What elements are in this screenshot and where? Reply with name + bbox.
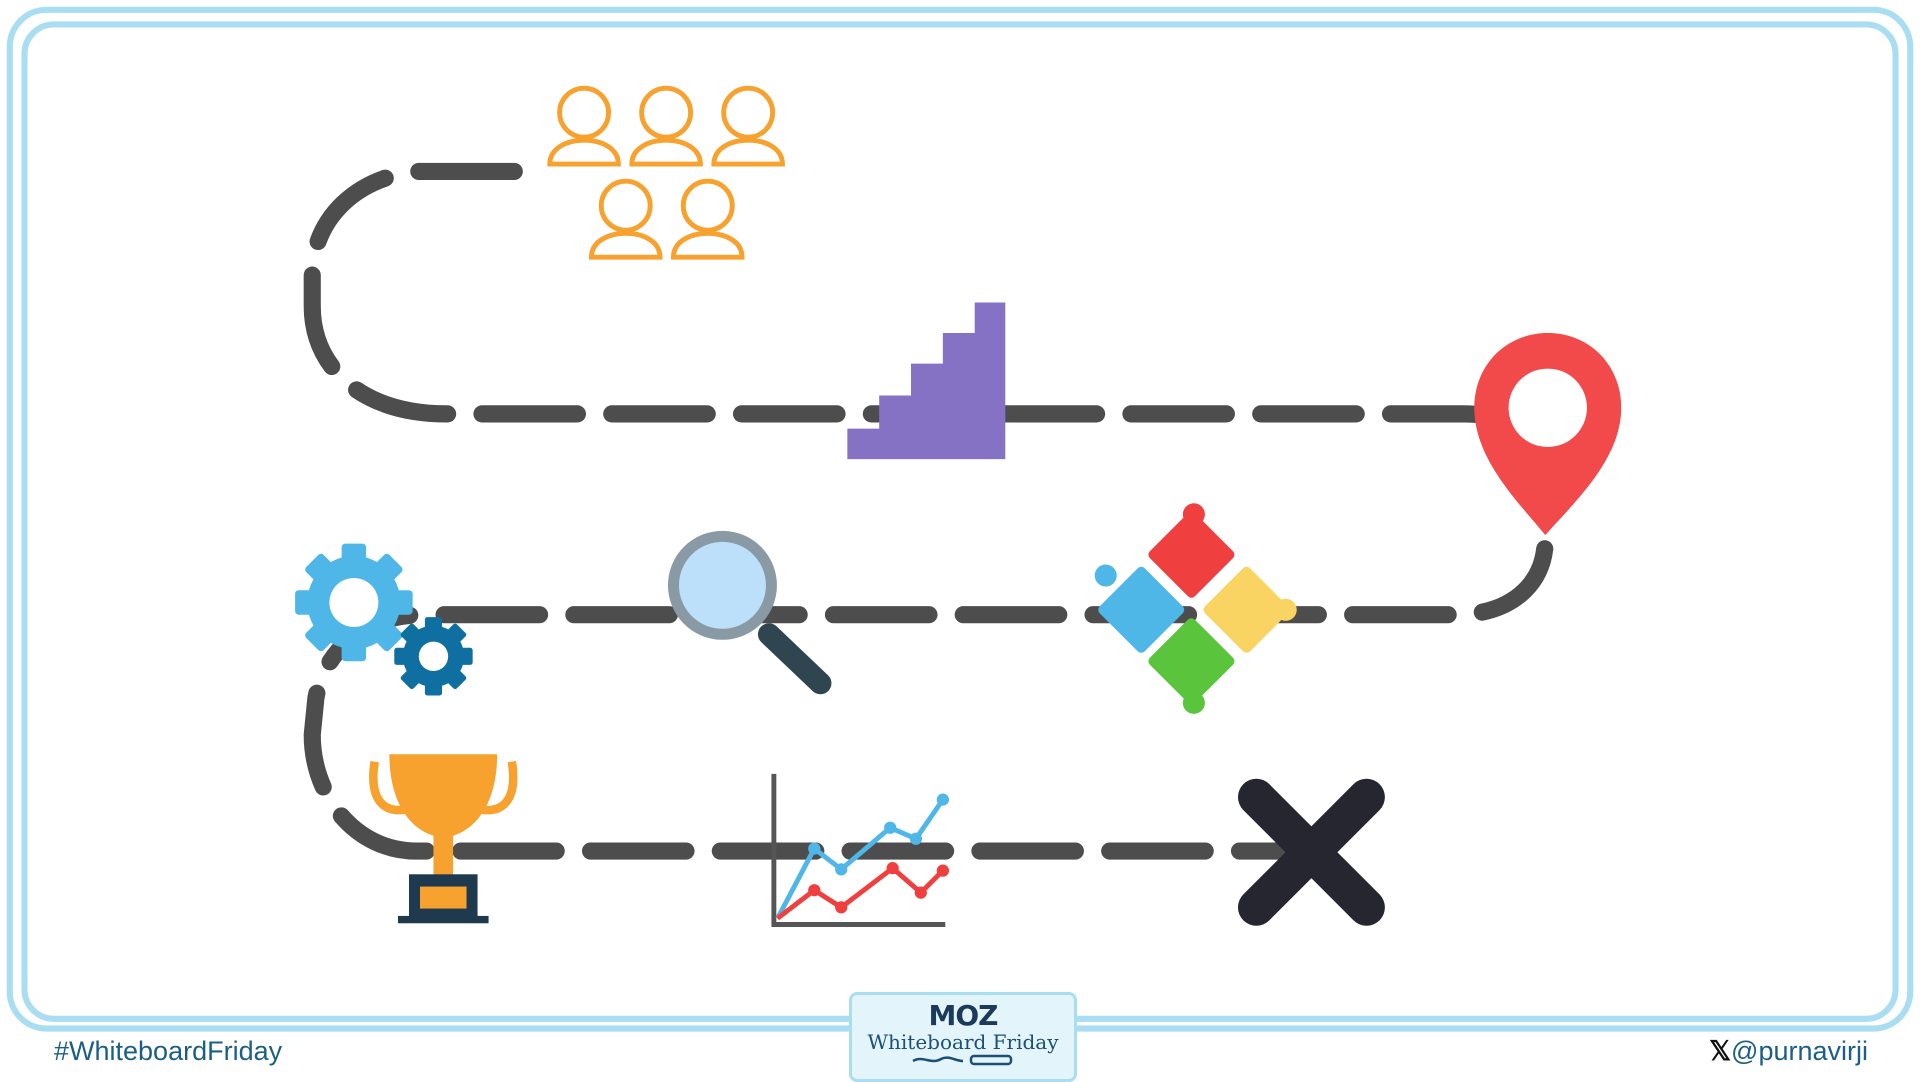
magnifier-icon	[667, 530, 832, 695]
trophy-icon	[369, 754, 518, 924]
people-group-icon	[547, 85, 785, 260]
marker-doodle-icon	[912, 1054, 1013, 1066]
badge-title: Whiteboard Friday	[867, 1030, 1059, 1054]
moz-logo: MOZ	[928, 999, 999, 1032]
social-handle: 𝕏@purnavirji	[1709, 1036, 1868, 1067]
location-pin-icon	[1474, 333, 1622, 536]
puzzle-icon	[1094, 503, 1297, 714]
x-mark-icon	[1237, 778, 1385, 926]
gears-icon	[295, 543, 473, 696]
moz-whiteboard-friday-badge: MOZ Whiteboard Friday	[849, 992, 1077, 1082]
outer-frame	[6, 6, 1914, 1032]
handle-text: @purnavirji	[1731, 1036, 1868, 1066]
inner-frame	[21, 21, 1899, 1022]
hashtag-label: #WhiteboardFriday	[54, 1036, 283, 1066]
x-logo-icon: 𝕏	[1709, 1036, 1732, 1066]
stairs-icon	[847, 302, 1006, 460]
line-chart-icon	[771, 773, 949, 927]
dashed-journey-path	[303, 162, 1554, 860]
